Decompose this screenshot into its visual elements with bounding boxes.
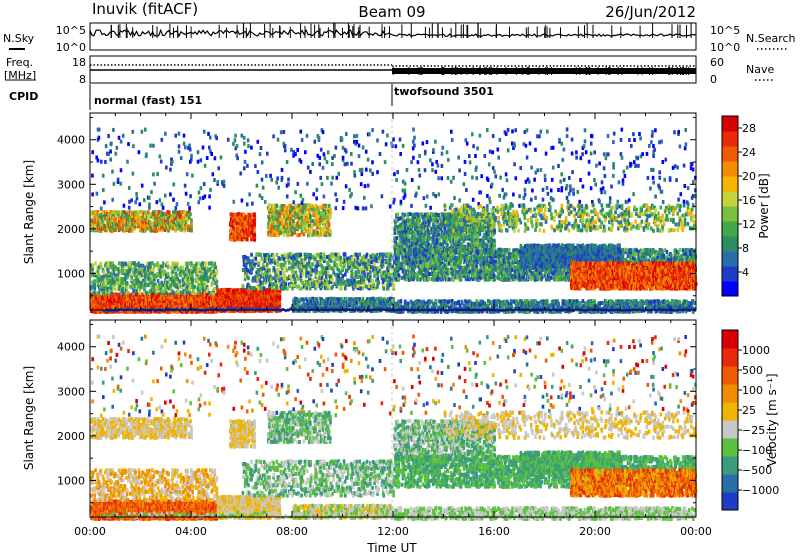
- range-cell: [114, 265, 117, 269]
- noise-strip: N.Sky N.Search 10^5 10^0 10^5 10^0: [3, 23, 796, 54]
- range-cell: [201, 272, 204, 276]
- range-cell: [121, 277, 124, 281]
- nsky-label: N.Sky: [3, 32, 35, 45]
- range-cell: [190, 261, 193, 265]
- range-cell: [152, 268, 155, 272]
- range-cell: [180, 269, 183, 273]
- range-cell: [110, 291, 113, 295]
- freq-tick-bottom: 8: [79, 73, 86, 86]
- range-cell: [124, 277, 127, 281]
- range-cell: [173, 291, 176, 295]
- range-cell: [165, 291, 168, 295]
- range-cell: [137, 262, 140, 266]
- power-heatmap: [90, 127, 698, 314]
- range-cell: [103, 271, 106, 275]
- range-cell: [105, 282, 108, 286]
- range-cell: [177, 262, 180, 266]
- range-cell: [125, 262, 128, 266]
- freq-label-line1: Freq.: [6, 56, 33, 69]
- nave-tick-bottom: 0: [710, 73, 717, 86]
- range-cell: [166, 261, 169, 265]
- range-cell: [192, 289, 195, 293]
- range-cell: [142, 264, 145, 268]
- nsearch-label: N.Search: [746, 32, 796, 45]
- cpid-strip: CPID normal (fast) 151 twofsound 3501: [9, 84, 494, 110]
- range-cell: [182, 277, 185, 281]
- noise-sky-line: [90, 30, 696, 37]
- range-cell: [144, 279, 147, 283]
- range-cell: [186, 265, 189, 269]
- range-cell: [171, 261, 174, 265]
- range-cell: [94, 261, 97, 265]
- nave-label: Nave: [746, 63, 774, 76]
- range-cell: [161, 289, 164, 293]
- range-cell: [211, 281, 214, 285]
- noise-tick-bottom-left: 10^0: [56, 41, 86, 54]
- range-cell: [164, 270, 167, 274]
- range-cell: [138, 275, 141, 279]
- range-cell: [139, 291, 142, 295]
- range-cell: [214, 262, 217, 266]
- cpid-label: CPID: [9, 90, 38, 103]
- range-cell: [215, 265, 218, 269]
- range-cell: [207, 287, 210, 291]
- range-cell: [157, 279, 160, 283]
- range-cell: [162, 261, 165, 265]
- noise-tick-top-left: 10^5: [56, 24, 86, 37]
- cpid-segment-twofsound: twofsound 3501: [394, 85, 494, 98]
- range-cell: [127, 291, 130, 295]
- range-cell: [191, 278, 194, 282]
- range-cell: [148, 262, 151, 266]
- freq-strip: Freq. [MHz] Nave 18 8 60 0: [4, 56, 774, 86]
- station-title: Inuvik (fitACF): [92, 0, 198, 18]
- range-cell: [93, 291, 96, 295]
- range-cell: [107, 270, 110, 274]
- range-cell: [209, 267, 212, 271]
- nave-trace-late: [392, 68, 696, 74]
- freq-tick-top: 18: [72, 56, 86, 69]
- range-cell: [114, 287, 117, 291]
- noise-tick-bottom-right: 10^0: [710, 41, 740, 54]
- range-cell: [178, 279, 181, 283]
- cpid-segment-normal: normal (fast) 151: [94, 94, 202, 107]
- range-cell: [147, 274, 150, 278]
- range-cell: [167, 265, 170, 269]
- range-cell: [216, 280, 219, 284]
- range-cell: [199, 267, 202, 271]
- range-cell: [197, 261, 200, 265]
- range-cell: [130, 276, 133, 280]
- range-cell: [205, 261, 208, 265]
- range-cell: [193, 285, 196, 289]
- range-cell: [126, 285, 129, 289]
- date-title: 26/Jun/2012: [605, 3, 696, 21]
- noise-sky-trace: [90, 23, 696, 38]
- range-cell: [167, 272, 170, 276]
- range-cell: [216, 269, 219, 273]
- range-cell: [93, 283, 96, 287]
- range-cell: [191, 273, 194, 277]
- noise-tick-top-right: 10^5: [710, 24, 740, 37]
- beam-title: Beam 09: [358, 3, 425, 21]
- range-cell: [126, 281, 129, 285]
- range-cell: [100, 262, 103, 266]
- range-cell: [177, 289, 180, 293]
- range-cell: [182, 266, 185, 270]
- range-cell: [216, 285, 219, 289]
- range-cell: [186, 262, 189, 266]
- radar-summary-plot: Inuvik (fitACF) Beam 09 26/Jun/2012 N.Sk…: [0, 0, 800, 554]
- nave-tick-top: 60: [710, 56, 724, 69]
- range-cell: [91, 267, 94, 271]
